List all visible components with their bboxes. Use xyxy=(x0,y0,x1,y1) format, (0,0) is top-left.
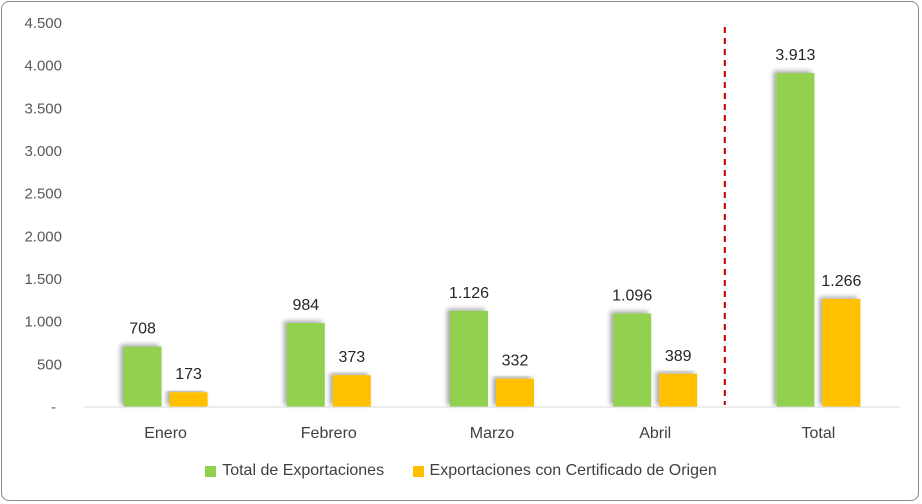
bar-total-exportaciones xyxy=(776,73,815,407)
y-tick-label: - xyxy=(51,399,56,416)
y-tick-label: 3.000 xyxy=(24,143,62,160)
legend-swatch-orange xyxy=(412,465,424,477)
data-label: 3.913 xyxy=(775,47,815,64)
x-category-label: Abril xyxy=(639,425,671,442)
y-tick-label: 4.000 xyxy=(24,58,62,75)
bar-certificado-origen xyxy=(332,375,371,407)
y-tick-label: 1.000 xyxy=(24,314,62,331)
legend-label-total: Total de Exportaciones xyxy=(222,462,385,479)
data-label: 984 xyxy=(292,297,319,314)
bars-layer: 708 173 984 373 1.126 332 1.096 389 3.913 1.266 xyxy=(123,47,862,407)
data-label: 332 xyxy=(502,353,529,370)
y-tick-label: 4.500 xyxy=(24,15,62,32)
data-label: 389 xyxy=(665,348,692,365)
y-tick-label: 1.500 xyxy=(24,271,62,288)
data-label: 373 xyxy=(338,349,365,366)
x-category-label: Febrero xyxy=(301,425,357,442)
bar-certificado-origen xyxy=(822,298,861,407)
data-label: 1.266 xyxy=(821,273,861,290)
x-axis: Enero Febrero Marzo Abril Total xyxy=(144,425,835,442)
y-tick-label: 3.500 xyxy=(24,100,62,117)
legend-item-total: Total de Exportaciones xyxy=(205,462,384,480)
x-category-label: Enero xyxy=(144,425,187,442)
bar-total-exportaciones xyxy=(123,346,162,407)
data-label: 708 xyxy=(129,321,156,338)
legend: Total de Exportaciones Exportaciones con… xyxy=(0,462,922,482)
legend-label-certificado: Exportaciones con Certificado de Origen xyxy=(429,462,717,479)
y-tick-label: 500 xyxy=(37,356,62,373)
y-tick-label: 2.000 xyxy=(24,228,62,245)
data-label: 1.126 xyxy=(449,285,489,302)
bar-total-exportaciones xyxy=(286,323,325,407)
data-label: 173 xyxy=(175,366,202,383)
bar-certificado-origen xyxy=(659,373,698,407)
data-label: 1.096 xyxy=(612,287,652,304)
legend-swatch-green xyxy=(205,465,217,477)
bar-total-exportaciones xyxy=(450,310,488,407)
bar-total-exportaciones xyxy=(613,313,652,407)
bar-certificado-origen xyxy=(496,378,534,407)
legend-item-certificado: Exportaciones con Certificado de Origen xyxy=(412,462,717,480)
y-axis: - 500 1.000 1.500 2.000 2.500 3.000 3.500 4.000 4… xyxy=(24,15,62,416)
x-category-label: Marzo xyxy=(470,425,515,442)
x-category-label: Total xyxy=(802,425,836,442)
y-tick-label: 2.500 xyxy=(24,186,62,203)
bar-certificado-origen xyxy=(169,392,208,407)
